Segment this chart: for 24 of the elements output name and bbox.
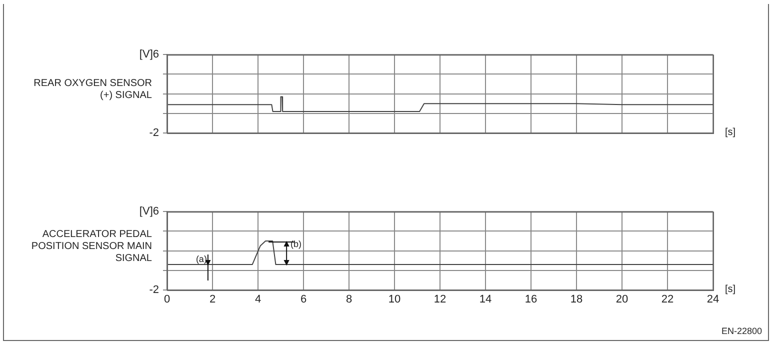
annotation: (a) bbox=[196, 254, 207, 264]
y-tick-label: -2 bbox=[149, 127, 159, 140]
x-tick-label: 8 bbox=[346, 294, 352, 306]
x-tick-label: 12 bbox=[434, 294, 446, 306]
y-axis-title: ACCELERATOR PEDAL POSITION SENSOR MAIN SIGNAL bbox=[30, 228, 152, 265]
x-tick-label: 6 bbox=[300, 294, 307, 306]
x-axis-title: [s] bbox=[725, 127, 736, 138]
x-tick-label: 18 bbox=[570, 294, 583, 306]
x-tick-label: 4 bbox=[254, 294, 262, 306]
x-tick-label: 16 bbox=[524, 294, 538, 306]
x-tick-label: 2 bbox=[209, 294, 216, 306]
y-tick-label: [V]6 bbox=[139, 48, 159, 61]
annotation: (b) bbox=[290, 239, 302, 249]
x-tick-label: 24 bbox=[706, 294, 720, 306]
x-tick-label: 22 bbox=[661, 294, 674, 306]
y-tick-label: [V]6 bbox=[139, 206, 159, 218]
x-tick-label: 10 bbox=[388, 294, 401, 306]
y-tick-label: -2 bbox=[149, 284, 159, 296]
x-axis-title: [s] bbox=[725, 284, 736, 295]
text: EN-22800 bbox=[721, 326, 762, 336]
y-axis-title: REAR OXYGEN SENSOR (+) SIGNAL bbox=[32, 78, 152, 102]
x-tick-label: 14 bbox=[479, 294, 492, 306]
x-tick-label: 0 bbox=[164, 294, 170, 306]
x-tick-label: 20 bbox=[616, 294, 628, 306]
